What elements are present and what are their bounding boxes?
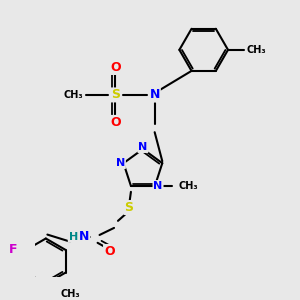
- Text: CH₃: CH₃: [247, 45, 266, 55]
- Text: N: N: [138, 142, 148, 152]
- Text: CH₃: CH₃: [60, 289, 80, 299]
- Text: F: F: [9, 243, 17, 256]
- Text: CH₃: CH₃: [178, 181, 198, 191]
- Text: O: O: [110, 116, 121, 129]
- Text: N: N: [116, 158, 125, 168]
- Text: S: S: [124, 201, 134, 214]
- Text: N: N: [153, 181, 163, 191]
- Text: O: O: [104, 245, 115, 258]
- Text: S: S: [111, 88, 120, 101]
- Text: N: N: [79, 230, 89, 243]
- Text: H: H: [69, 232, 78, 242]
- Text: N: N: [149, 88, 160, 101]
- Text: O: O: [110, 61, 121, 74]
- Text: CH₃: CH₃: [64, 90, 83, 100]
